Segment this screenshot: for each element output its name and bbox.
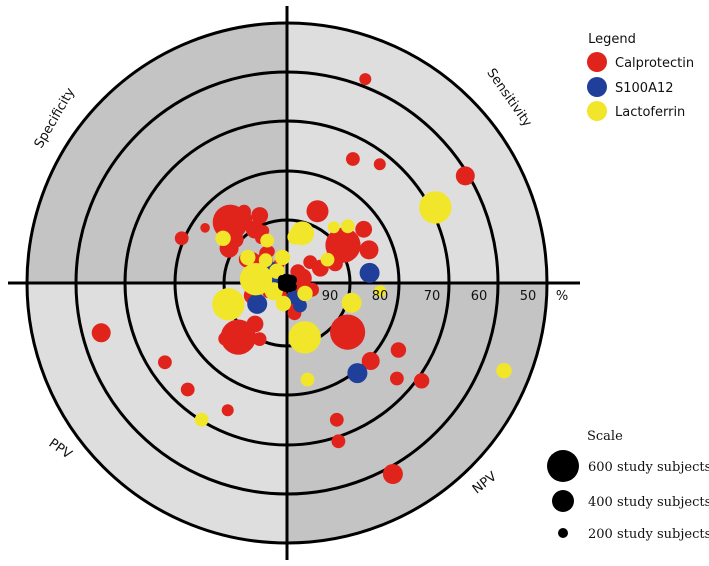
point-calprotectin-39: [91, 323, 111, 343]
point-center-cluster-5: [289, 283, 297, 291]
legend-label-lactoferrin: Lactoferrin: [615, 105, 685, 120]
quadrant-bg-sensitivity: [287, 23, 547, 283]
point-calprotectin-28: [373, 158, 386, 171]
point-lactoferrin-13: [212, 288, 245, 321]
legend-swatch-lactoferrin: [587, 101, 607, 121]
point-center-cluster-1: [278, 281, 288, 291]
point-calprotectin-40: [158, 355, 172, 370]
quadrant-bg-npv: [287, 283, 547, 543]
size-scale-marker-600: [547, 450, 579, 482]
point-calprotectin-8: [237, 204, 252, 219]
size-scale-marker-200: [558, 528, 568, 538]
quadrant-label-ppv: PPV: [46, 436, 75, 462]
point-calprotectin-38: [252, 332, 267, 346]
point-lactoferrin-2: [240, 249, 256, 266]
point-calprotectin-29: [359, 73, 372, 86]
point-calprotectin-37: [218, 331, 233, 346]
point-lactoferrin-18: [341, 292, 362, 313]
point-calprotectin-19: [306, 200, 329, 223]
point-calprotectin-53: [329, 412, 344, 427]
point-lactoferrin-8: [419, 191, 452, 224]
point-lactoferrin-5: [274, 249, 291, 266]
quadrant-label-npv: NPV: [470, 469, 500, 497]
point-calprotectin-27: [346, 152, 360, 166]
point-calprotectin-55: [382, 464, 403, 484]
point-calprotectin-50: [390, 342, 407, 358]
point-calprotectin-22: [359, 240, 379, 260]
point-lactoferrin-17: [288, 321, 321, 354]
point-lactoferrin-3: [260, 233, 275, 248]
quadrant-bg-ppv: [27, 283, 287, 543]
point-lactoferrin-20: [496, 363, 512, 379]
point-calprotectin-42: [221, 404, 234, 417]
point-lactoferrin-16: [194, 412, 209, 427]
tick-label-70: 70: [424, 289, 441, 304]
point-center-cluster-2: [287, 275, 297, 285]
point-s100a12-2: [359, 262, 380, 283]
legend-swatch-calprotectin: [587, 52, 607, 72]
point-lactoferrin-12: [320, 252, 335, 267]
point-calprotectin-17: [200, 223, 210, 233]
point-lactoferrin-10: [340, 219, 355, 234]
point-lactoferrin-11: [327, 221, 340, 234]
legend-label-calprotectin: Calprotectin: [615, 56, 694, 71]
point-lactoferrin-6: [269, 263, 285, 279]
quadrant-bg-specificity: [27, 23, 287, 283]
point-calprotectin-52: [413, 373, 430, 389]
point-lactoferrin-21: [300, 372, 315, 387]
point-s100a12-4: [347, 363, 368, 384]
point-lactoferrin-22: [297, 285, 313, 302]
point-lactoferrin-4: [215, 230, 231, 246]
legend-swatch-s100a12: [587, 77, 607, 97]
point-lactoferrin-19: [374, 285, 387, 298]
point-calprotectin-18: [325, 227, 361, 263]
tick-label-90: 90: [322, 289, 339, 304]
point-calprotectin-46: [330, 314, 366, 350]
point-s100a12-3: [247, 293, 268, 314]
point-calprotectin-26: [303, 255, 318, 269]
point-lactoferrin-9: [287, 229, 303, 245]
legend-title: Legend: [588, 32, 636, 47]
size-scale-label-600: 600 study subjects: [588, 460, 709, 475]
point-calprotectin-7: [174, 231, 189, 246]
data-points: [91, 73, 512, 484]
point-lactoferrin-1: [258, 253, 273, 268]
legend: Legend Calprotectin S100A12 Lactoferrin: [587, 32, 694, 121]
radial-unit-label: %: [556, 289, 568, 304]
point-calprotectin-41: [180, 382, 195, 397]
size-scale: Scale 600 study subjects 400 study subje…: [547, 429, 709, 542]
legend-label-s100a12: S100A12: [615, 81, 674, 96]
size-scale-marker-400: [552, 490, 574, 512]
tick-label-80: 80: [372, 289, 389, 304]
tick-label-50: 50: [520, 289, 537, 304]
point-calprotectin-30: [455, 166, 475, 186]
point-center-cluster-6: [282, 274, 288, 280]
tick-label-60: 60: [471, 289, 488, 304]
radial-tick-labels: 90 80 70 60 50 %: [322, 289, 568, 304]
point-calprotectin-54: [331, 434, 346, 449]
point-calprotectin-23: [355, 220, 373, 238]
size-scale-title: Scale: [587, 429, 623, 444]
point-calprotectin-51: [390, 371, 404, 386]
point-calprotectin-49: [361, 352, 380, 370]
size-scale-label-200: 200 study subjects: [588, 527, 709, 542]
point-calprotectin-3: [251, 207, 269, 224]
point-lactoferrin-0: [239, 263, 273, 296]
size-scale-label-400: 400 study subjects: [588, 495, 709, 510]
point-lactoferrin-15: [275, 295, 292, 312]
point-calprotectin-36: [246, 315, 264, 333]
point-calprotectin-34: [220, 319, 256, 355]
point-calprotectin-16: [258, 225, 270, 237]
